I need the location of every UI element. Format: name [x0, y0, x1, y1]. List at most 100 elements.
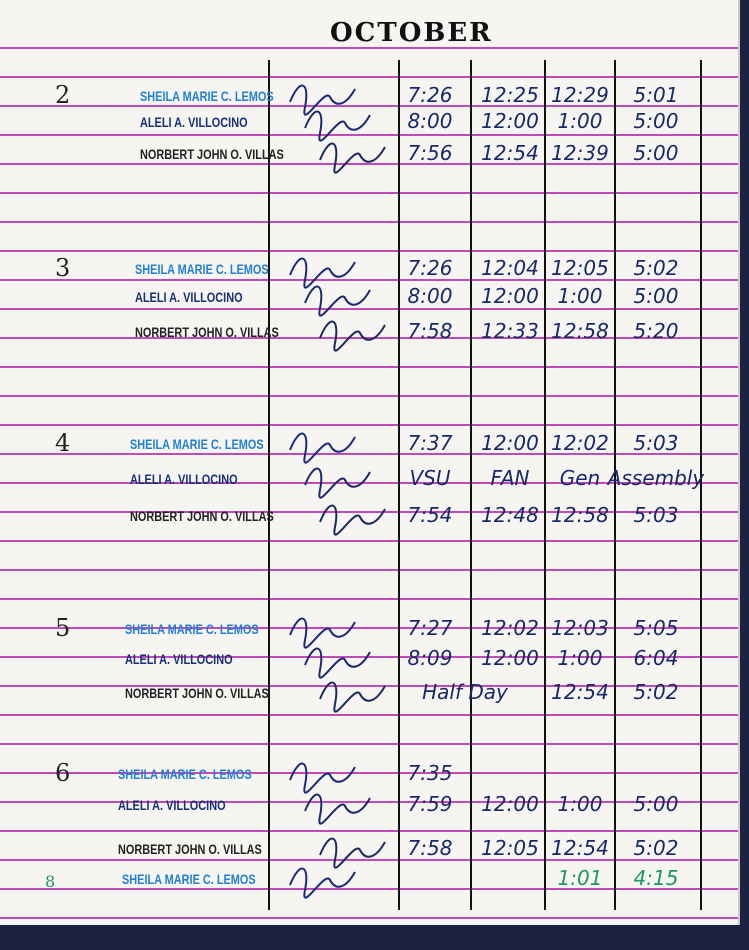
time-entry: 12:54 [481, 141, 539, 165]
day-number: 3 [55, 254, 71, 282]
employee-name: SHEILA MARIE C. LEMOS [130, 436, 264, 452]
day-number: 2 [55, 81, 71, 109]
time-entry: 12:29 [551, 83, 609, 107]
employee-name: ALELI A. VILLOCINO [130, 471, 238, 487]
signature-mark [289, 762, 356, 794]
time-entry: Assembly [607, 466, 705, 490]
employee-name: SHEILA MARIE C. LEMOS [140, 88, 274, 104]
time-entry: 1:00 [557, 109, 603, 133]
time-entry: FAN [490, 466, 530, 490]
time-entry: 5:05 [633, 616, 679, 640]
time-entry: 12:00 [481, 646, 539, 670]
signature-mark [304, 110, 371, 142]
time-entry: 12:05 [551, 256, 609, 280]
day-number: 5 [55, 614, 71, 642]
signature-mark [304, 793, 371, 825]
column-divider [544, 60, 546, 910]
logbook-page: OCTOBER 2 SHEILA MARIE C. LEMOS 7:26 12:25 1… [0, 0, 740, 925]
time-entry: 12:04 [481, 256, 539, 280]
time-entry: 7:58 [407, 319, 453, 343]
time-entry: 12:00 [481, 284, 539, 308]
signature-mark [319, 837, 386, 869]
signature-mark [304, 467, 371, 499]
signature-mark [289, 432, 356, 464]
employee-name: ALELI A. VILLOCINO [135, 289, 243, 305]
time-entry: 7:26 [407, 83, 453, 107]
signature-mark [304, 647, 371, 679]
time-entry: 5:01 [633, 83, 679, 107]
time-entry: 12:05 [481, 836, 539, 860]
signature-mark [289, 84, 356, 116]
employee-name: ALELI A. VILLOCINO [125, 651, 233, 667]
time-entry: 12:54 [551, 836, 609, 860]
signature-mark [319, 504, 386, 536]
time-entry: 4:15 [633, 866, 679, 890]
signature-mark [319, 320, 386, 352]
time-entry: 1:00 [557, 284, 603, 308]
day-number: 6 [55, 759, 71, 787]
signature-mark [304, 285, 371, 317]
time-entry: 7:37 [407, 431, 453, 455]
signature-mark [289, 617, 356, 649]
time-entry: 7:58 [407, 836, 453, 860]
time-entry: 12:58 [551, 319, 609, 343]
time-entry: 12:02 [481, 616, 539, 640]
time-entry: 5:00 [633, 284, 679, 308]
time-entry: VSU [409, 466, 451, 490]
time-entry: 5:00 [633, 141, 679, 165]
time-entry: 5:00 [633, 109, 679, 133]
time-entry: 12:02 [551, 431, 609, 455]
time-entry: 12:00 [481, 431, 539, 455]
signature-mark [289, 257, 356, 289]
time-entry: 7:56 [407, 141, 453, 165]
time-entry: 7:35 [407, 761, 453, 785]
time-entry: 8:09 [407, 646, 453, 670]
signature-mark [319, 142, 386, 174]
day-number: 4 [55, 429, 71, 457]
time-entry: 5:02 [633, 680, 679, 704]
employee-name: NORBERT JOHN O. VILLAS [130, 508, 274, 524]
column-divider [398, 60, 400, 910]
employee-name: SHEILA MARIE C. LEMOS [125, 621, 259, 637]
time-entry: 1:00 [557, 792, 603, 816]
employee-name: ALELI A. VILLOCINO [140, 114, 248, 130]
column-divider [268, 60, 270, 910]
time-entry: 5:20 [633, 319, 679, 343]
employee-name: NORBERT JOHN O. VILLAS [118, 841, 262, 857]
time-entry: 12:00 [481, 109, 539, 133]
time-entry: 7:59 [407, 792, 453, 816]
time-entry: 12:00 [481, 792, 539, 816]
time-entry: 5:03 [633, 431, 679, 455]
time-entry: 6:04 [633, 646, 679, 670]
column-divider [614, 60, 616, 910]
employee-name: NORBERT JOHN O. VILLAS [140, 146, 284, 162]
employee-name: ALELI A. VILLOCINO [118, 797, 226, 813]
time-entry: 1:01 [557, 866, 603, 890]
signature-mark [319, 681, 386, 713]
time-entry: 7:54 [407, 503, 453, 527]
time-entry: 8:00 [407, 284, 453, 308]
employee-name: NORBERT JOHN O. VILLAS [135, 324, 279, 340]
employee-name: NORBERT JOHN O. VILLAS [125, 685, 269, 701]
time-entry: 8:00 [407, 109, 453, 133]
time-entry: 12:03 [551, 616, 609, 640]
column-divider [700, 60, 702, 910]
time-entry: 12:39 [551, 141, 609, 165]
time-entry: 12:54 [551, 680, 609, 704]
employee-name: SHEILA MARIE C. LEMOS [118, 766, 252, 782]
column-divider [470, 60, 472, 910]
signature-mark [289, 867, 356, 899]
time-entry: Gen [559, 466, 601, 490]
time-entry: 5:02 [633, 256, 679, 280]
day-number: 8 [45, 872, 56, 891]
time-entry: 5:00 [633, 792, 679, 816]
time-entry: Half Day [422, 680, 508, 704]
time-entry: 12:48 [481, 503, 539, 527]
employee-name: SHEILA MARIE C. LEMOS [135, 261, 269, 277]
time-entry: 5:03 [633, 503, 679, 527]
time-entry: 12:58 [551, 503, 609, 527]
employee-name: SHEILA MARIE C. LEMOS [122, 871, 256, 887]
time-entry: 7:26 [407, 256, 453, 280]
time-entry: 12:25 [481, 83, 539, 107]
time-entry: 12:33 [481, 319, 539, 343]
